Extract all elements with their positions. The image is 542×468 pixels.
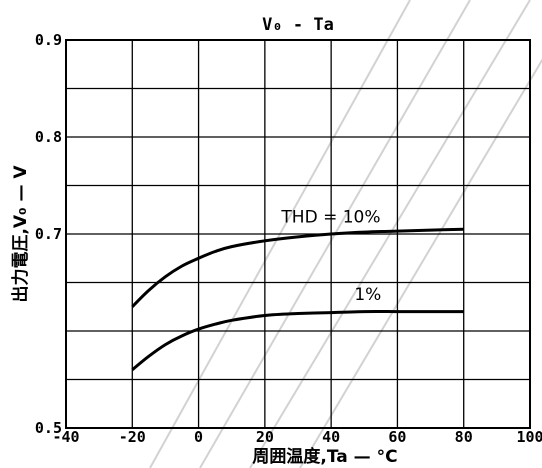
- y-axis-label: 出力電圧,V₀ — V: [10, 165, 31, 303]
- x-tick-label: -20: [119, 428, 146, 446]
- x-tick-labels: -40 -20 0 20 40 60 80 100: [52, 428, 542, 446]
- plot-frame: [65, 39, 531, 429]
- x-tick-label: -40: [52, 428, 79, 446]
- x-tick-label: 60: [388, 428, 406, 446]
- x-tick-label: 40: [322, 428, 340, 446]
- annotations: THD = 10% 1%: [280, 207, 381, 305]
- x-axis-label: 周囲温度,Ta — °C: [252, 446, 397, 467]
- chart-title: V₀ - Ta: [262, 15, 334, 35]
- x-tick-label: 20: [256, 428, 274, 446]
- x-tick-label: 100: [516, 428, 542, 446]
- y-tick-labels: 0.5 0.7 0.8 0.9: [35, 31, 62, 437]
- y-tick-label: 0.5: [35, 419, 62, 437]
- series-line: [131, 227, 464, 308]
- grid: [66, 40, 530, 428]
- y-tick-label: 0.7: [35, 225, 62, 243]
- series-line: [131, 310, 464, 371]
- curves: [131, 227, 464, 371]
- x-tick-label: 80: [455, 428, 473, 446]
- x-tick-label: 0: [194, 428, 203, 446]
- y-tick-label: 0.9: [35, 31, 62, 49]
- watermark-stripe: [299, 58, 542, 468]
- curve-annotation: THD = 10%: [280, 207, 380, 227]
- y-tick-label: 0.8: [35, 128, 62, 146]
- curve-annotation: 1%: [354, 285, 381, 305]
